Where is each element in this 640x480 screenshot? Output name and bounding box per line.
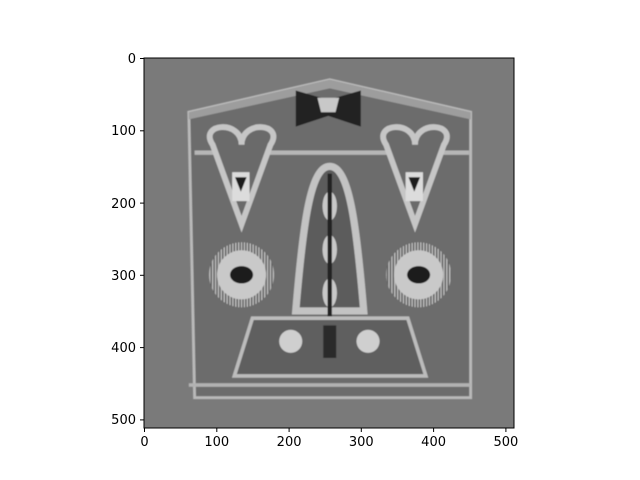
y-tick-label: 100: [111, 124, 136, 139]
y-axis: 0 100 200 300 400 500: [111, 52, 144, 428]
y-tick-label: 400: [111, 341, 136, 356]
x-tick-label: 400: [421, 435, 446, 450]
x-axis: 0 100 200 300 400 500: [140, 428, 518, 450]
y-tick-label: 500: [111, 413, 136, 428]
x-tick-label: 300: [349, 435, 374, 450]
x-tick-label: 500: [493, 435, 518, 450]
y-tick-label: 300: [111, 269, 136, 284]
x-tick-label: 100: [204, 435, 229, 450]
x-tick-label: 0: [140, 435, 148, 450]
reconstructed-image: [143, 57, 515, 429]
x-tick-label: 200: [277, 435, 302, 450]
y-tick-label: 0: [128, 52, 136, 67]
y-tick-label: 200: [111, 197, 136, 212]
